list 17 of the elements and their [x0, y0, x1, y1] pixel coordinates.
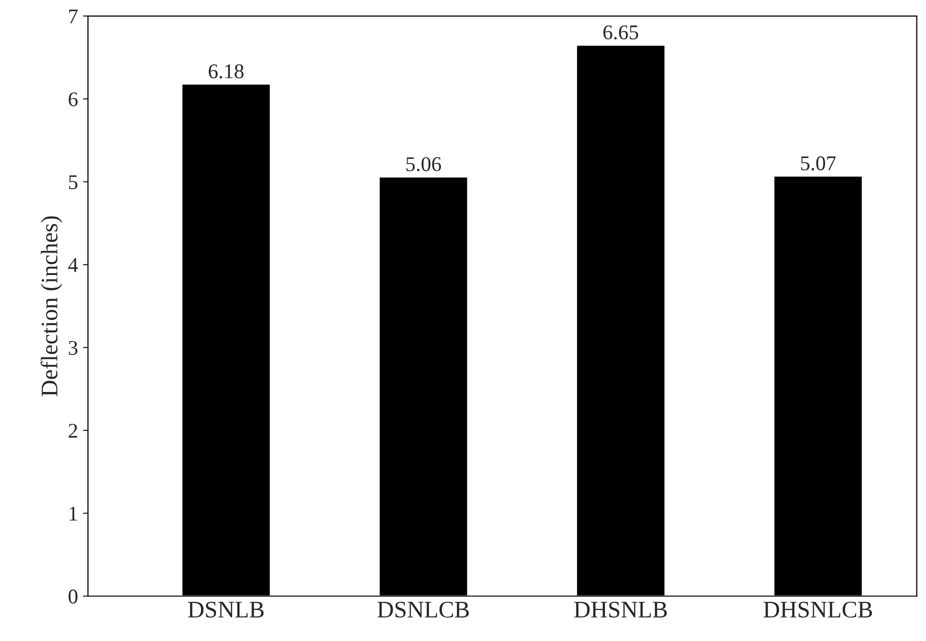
y-tick-label: 4 [68, 258, 78, 272]
x-tick-label: DSNLCB [378, 602, 469, 618]
data-label: 6.65 [603, 25, 638, 40]
y-tick-label: 6 [68, 92, 78, 106]
y-tick-label: 2 [68, 424, 78, 438]
y-tick-label: 3 [68, 340, 78, 355]
data-label: 6.18 [208, 64, 244, 78]
x-tick-label: DHSNLB [574, 602, 667, 618]
x-tick-label: DHSNLCB [764, 602, 872, 618]
y-tick-label: 7 [69, 10, 78, 24]
y-tick-label: 5 [69, 175, 78, 190]
y-tick-label: 1 [70, 506, 77, 520]
data-label: 5.06 [406, 157, 442, 172]
x-tick-label: DSNLB [188, 602, 264, 618]
y-axis-title: Deflection (inches) [40, 216, 62, 396]
y-tick-label: 0 [68, 590, 78, 604]
data-label: 5.07 [801, 156, 836, 170]
